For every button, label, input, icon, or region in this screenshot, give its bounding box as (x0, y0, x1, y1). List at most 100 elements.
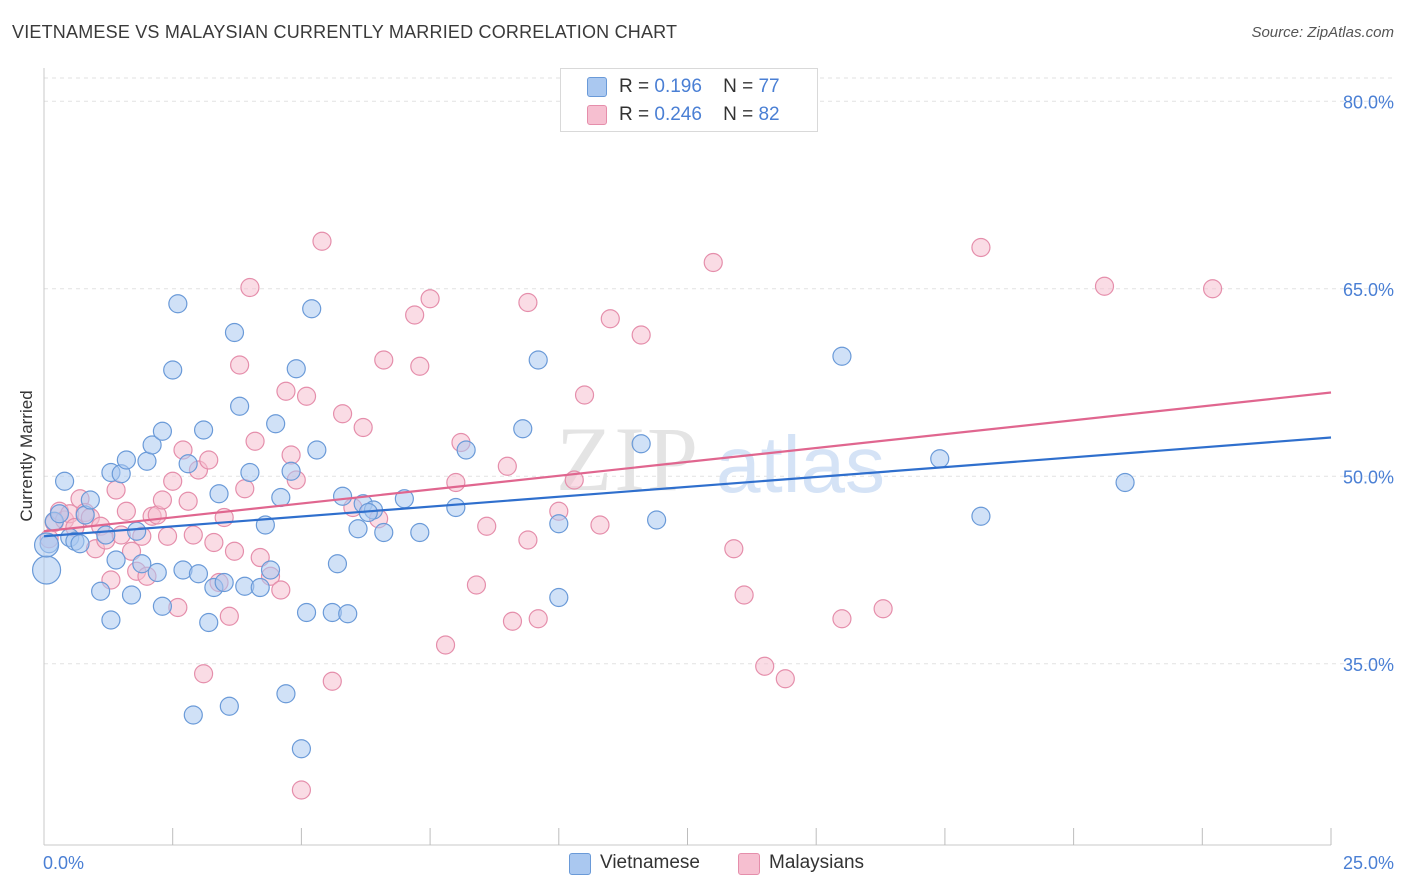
watermark: ZIP atlas (556, 408, 885, 510)
trend-lines (43, 391, 1332, 538)
vietnamese-point (168, 294, 188, 314)
vietnamese-point (137, 451, 157, 471)
vietnamese-point (332, 486, 353, 506)
vietnamese-point (528, 350, 548, 370)
malaysians-point (245, 431, 265, 451)
malaysians-point (1202, 279, 1223, 299)
vietnamese-point (132, 554, 152, 574)
malaysians-point (106, 480, 126, 500)
malaysians-point (971, 237, 991, 258)
stats-legend: R = 0.196 N = 77 R = 0.246 N = 82 (560, 68, 818, 132)
vietnamese-point (142, 435, 162, 455)
vietnamese-point (101, 610, 121, 630)
malaysians-point (477, 516, 497, 536)
vietnamese-point (240, 462, 260, 483)
n-label: N = (723, 104, 754, 125)
vietnamese-point (276, 684, 296, 704)
malaysians-point (250, 547, 270, 568)
watermark-zip: ZIP (556, 408, 700, 510)
vietnamese-point (296, 602, 317, 623)
malaysians-point (224, 541, 245, 561)
malaysians-point (832, 609, 852, 629)
malaysians-point (332, 404, 353, 424)
malaysians-point (873, 599, 893, 619)
vietnamese-point (307, 440, 327, 460)
vietnamese-point (106, 550, 126, 570)
vietnamese-point (230, 396, 250, 416)
malaysians-point (775, 669, 795, 689)
malaysians-point (240, 277, 260, 298)
series-legend: Vietnamese Malaysians (0, 852, 1406, 878)
malaysians-point (724, 539, 744, 559)
malaysians-point (703, 252, 723, 273)
malaysians-point (152, 490, 173, 510)
vietnamese-point (631, 434, 651, 454)
malaysians-point (291, 780, 311, 800)
r-label: R = (619, 76, 650, 97)
vietnamese-point (271, 487, 291, 508)
malaysians-point (219, 606, 239, 626)
blue-swatch-icon (587, 77, 607, 97)
x-tick-min: 0.0% (43, 853, 85, 873)
vietnamese-point (147, 562, 167, 583)
vietnamese-point (549, 587, 569, 608)
chart-title: VIETNAMESE VS MALAYSIAN CURRENTLY MARRIE… (12, 22, 678, 42)
malaysians-point (296, 386, 317, 406)
vietnamese-point (54, 471, 75, 491)
legend-label: Malaysians (769, 852, 865, 873)
vietnamese-point (286, 359, 306, 379)
malaysians-point (193, 664, 214, 684)
vietnamese-point (930, 449, 950, 469)
malaysians-point (734, 585, 754, 605)
malaysians-point (466, 575, 487, 595)
malaysians-point (1094, 276, 1115, 296)
malaysians-point (322, 671, 342, 691)
n-value: 77 (758, 76, 780, 97)
vietnamese-point (214, 572, 234, 593)
vietnamese-point (178, 454, 198, 474)
malaysians-point (230, 355, 250, 375)
vietnamese-point (281, 461, 301, 481)
vietnamese-point (302, 299, 322, 319)
vietnamese-point (116, 450, 136, 470)
vietnamese-point (152, 421, 173, 441)
vietnamese-point (266, 414, 286, 434)
malaysians-point (600, 309, 620, 329)
axes (43, 68, 1332, 846)
vietnamese-point (127, 521, 147, 541)
malaysians-trend-line (43, 391, 1332, 533)
vietnamese-point (96, 525, 116, 545)
vietnamese-point (549, 514, 569, 534)
vietnamese-point (338, 604, 358, 624)
malaysians-point (528, 609, 548, 629)
malaysians-point (312, 231, 332, 251)
vietnamese-point (188, 564, 209, 584)
malaysians-point (235, 479, 255, 499)
y-tick-label: 50.0% (1343, 467, 1394, 487)
malaysians-point (199, 450, 219, 470)
malaysians-point (157, 526, 178, 546)
pink-swatch-icon (587, 105, 607, 125)
malaysians-point (574, 385, 595, 405)
malaysians-point (420, 289, 440, 309)
y-tick-label: 65.0% (1343, 280, 1394, 300)
vietnamese-point (971, 506, 991, 526)
malaysians-point (405, 305, 425, 325)
y-tick-label: 35.0% (1343, 655, 1394, 675)
n-value: 82 (758, 104, 780, 125)
vietnamese-point (1115, 472, 1135, 493)
malaysians-point (410, 356, 430, 376)
malaysians-point (518, 530, 538, 550)
vietnamese-point (163, 360, 183, 380)
vietnamese-point (49, 504, 70, 524)
vietnamese-point (70, 534, 90, 554)
malaysians-point (276, 381, 296, 401)
legend-label: Vietnamese (600, 852, 700, 873)
n-label: N = (723, 76, 754, 97)
vietnamese-point (80, 490, 100, 510)
y-tick-labels: 35.0% 50.0% 65.0% 80.0% (1343, 92, 1394, 675)
r-value: 0.196 (654, 76, 702, 97)
malaysians-point (590, 515, 610, 535)
watermark-atlas: atlas (716, 420, 885, 509)
